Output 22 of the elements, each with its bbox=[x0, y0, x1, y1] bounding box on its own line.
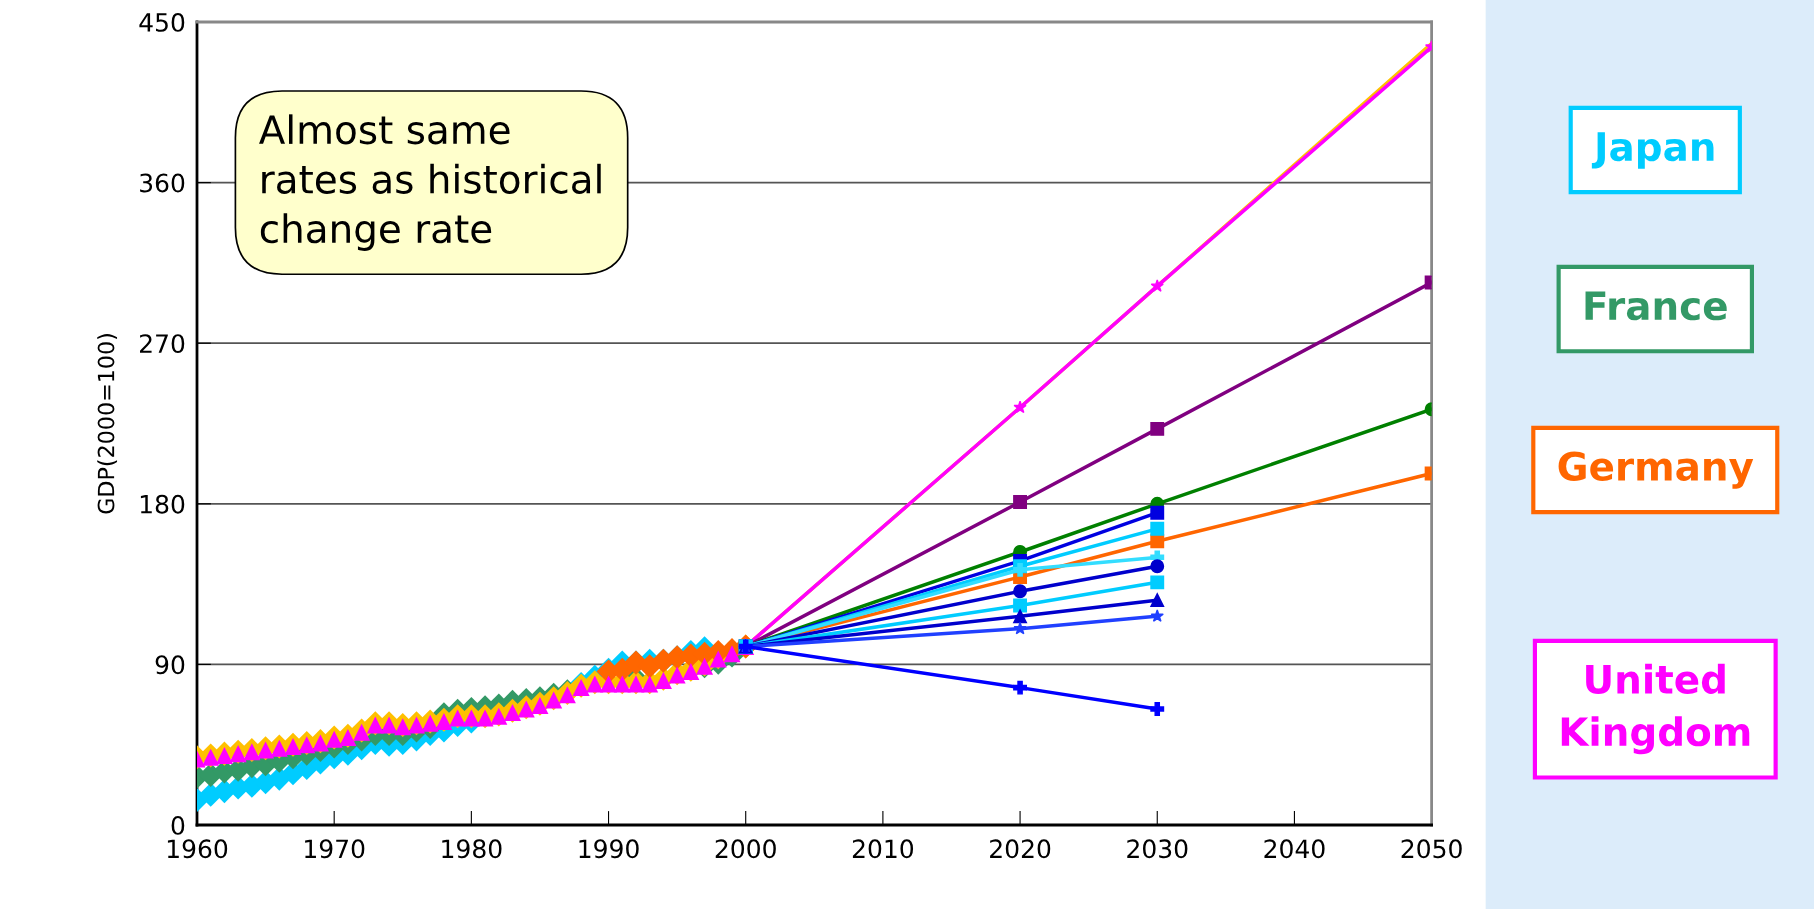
x-tick-label: 2020 bbox=[990, 839, 1051, 859]
x-tick-label: 2030 bbox=[1127, 839, 1188, 859]
x-tick-label: 1980 bbox=[442, 839, 502, 859]
text: United Kingdom bbox=[1561, 663, 1750, 755]
y-tick-label: 180 bbox=[140, 494, 185, 514]
x-tick-label: 2000 bbox=[715, 839, 776, 859]
x-tick-label: 1990 bbox=[579, 839, 639, 859]
x-tick-label: 2010 bbox=[852, 839, 914, 859]
y-tick-label: 360 bbox=[140, 173, 185, 193]
y-tick-label: 450 bbox=[139, 12, 185, 32]
y-tick-label: 270 bbox=[140, 334, 185, 354]
annotation: Almost same rates as historical change rate bbox=[259, 114, 601, 251]
y-tick-label: 90 bbox=[155, 655, 185, 675]
x-tick-label: 1960 bbox=[167, 839, 228, 859]
y-tick-label: 0 bbox=[171, 815, 185, 835]
x-tick-label: 1970 bbox=[305, 839, 365, 859]
text: France bbox=[1585, 291, 1727, 321]
y-axis-title: GDP(2000=100) bbox=[97, 334, 118, 514]
text: Japan bbox=[1591, 132, 1714, 169]
x-tick-label: 2040 bbox=[1264, 839, 1325, 859]
text: Germany bbox=[1558, 451, 1754, 489]
x-tick-label: 2050 bbox=[1401, 839, 1462, 859]
